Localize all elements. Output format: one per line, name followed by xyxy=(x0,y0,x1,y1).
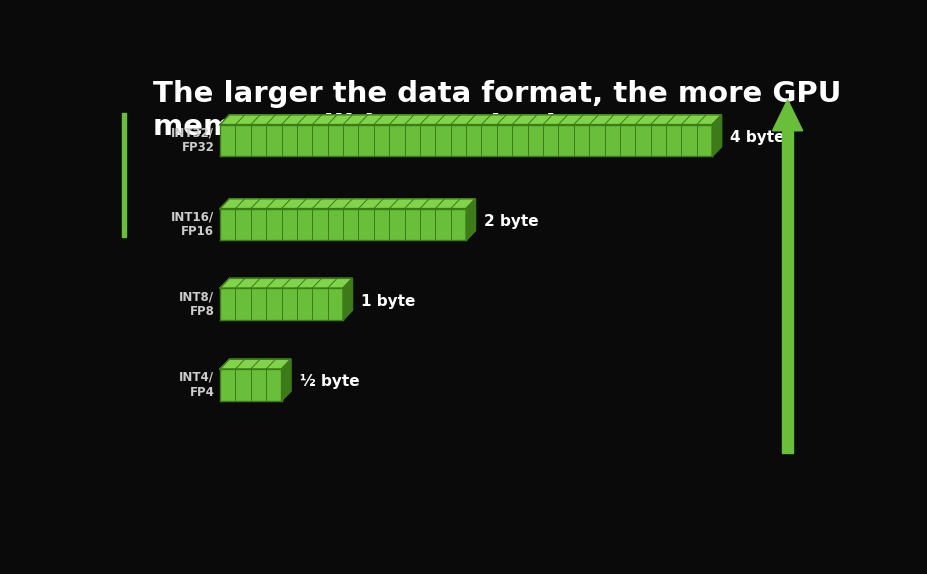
Polygon shape xyxy=(220,278,352,288)
Polygon shape xyxy=(466,199,476,241)
Polygon shape xyxy=(220,359,291,369)
Bar xyxy=(781,131,794,453)
Text: The larger the data format, the more GPU
memory will be required: The larger the data format, the more GPU… xyxy=(153,80,842,141)
Text: INT16/
FP16: INT16/ FP16 xyxy=(171,211,214,238)
Polygon shape xyxy=(712,115,721,156)
Text: 1 byte: 1 byte xyxy=(361,293,415,309)
Polygon shape xyxy=(282,359,291,401)
Text: ½ byte: ½ byte xyxy=(299,374,359,390)
Text: INT32/
FP32: INT32/ FP32 xyxy=(171,126,214,154)
Polygon shape xyxy=(772,100,803,131)
Polygon shape xyxy=(220,115,721,125)
Text: 2 byte: 2 byte xyxy=(484,214,539,229)
Polygon shape xyxy=(343,278,352,320)
Text: INT4/
FP4: INT4/ FP4 xyxy=(179,371,214,399)
Bar xyxy=(220,208,466,241)
Text: 4 byte: 4 byte xyxy=(730,130,784,145)
Bar xyxy=(121,113,126,237)
Bar xyxy=(220,125,712,156)
Bar xyxy=(220,369,282,401)
Bar xyxy=(220,288,343,320)
Text: INT8/
FP8: INT8/ FP8 xyxy=(179,290,214,318)
Polygon shape xyxy=(220,199,476,208)
